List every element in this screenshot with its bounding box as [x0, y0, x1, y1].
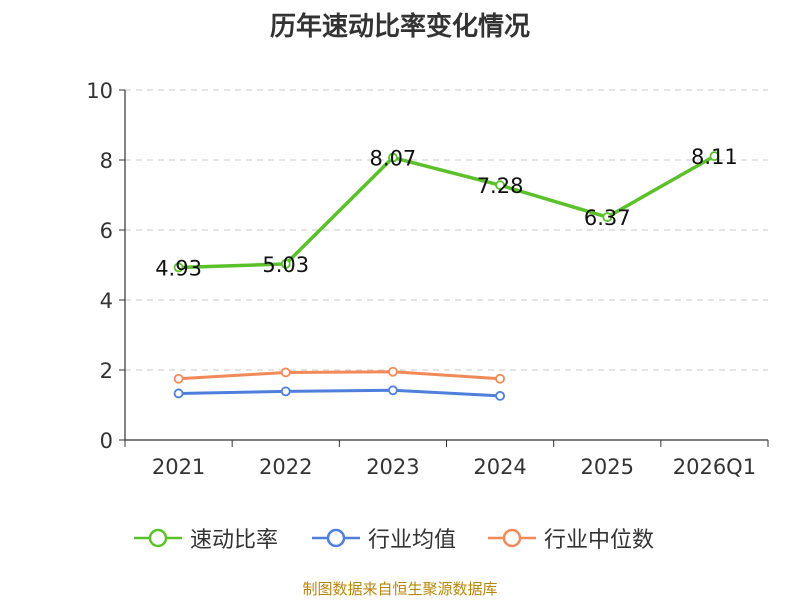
y-tick-label: 0	[100, 429, 113, 453]
x-tick-label: 2021	[152, 455, 205, 479]
data-label: 8.11	[691, 145, 738, 169]
series-line	[179, 390, 501, 396]
data-point	[282, 387, 290, 395]
legend-item-speed-ratio[interactable]: 速动比率	[134, 520, 278, 556]
y-tick-label: 2	[100, 359, 113, 383]
data-label: 4.93	[155, 256, 202, 280]
data-point	[175, 375, 183, 383]
x-tick-label: 2026Q1	[673, 455, 756, 479]
legend-line-icon	[488, 528, 536, 548]
series-line	[179, 156, 715, 267]
y-tick-label: 6	[100, 219, 113, 243]
legend-item-industry-average[interactable]: 行业均值	[312, 520, 456, 556]
data-point	[496, 375, 504, 383]
legend-item-industry-median[interactable]: 行业中位数	[488, 520, 654, 556]
data-point	[282, 368, 290, 376]
y-tick-label: 10	[86, 79, 113, 103]
y-tick-label: 8	[100, 149, 113, 173]
data-point	[496, 392, 504, 400]
x-tick-label: 2023	[366, 455, 419, 479]
legend-label: 速动比率	[190, 522, 278, 554]
legend-label: 行业中位数	[544, 522, 654, 554]
data-point	[389, 386, 397, 394]
legend-line-icon	[134, 528, 182, 548]
x-tick-label: 2024	[473, 455, 526, 479]
data-point	[175, 389, 183, 397]
chart-area: 0 2 4 6 8 10 2021 2022 2023 2024 2025 2026Q1 4.93 5.0…	[0, 0, 800, 600]
x-tick-label: 2025	[581, 455, 634, 479]
legend-line-icon	[312, 528, 360, 548]
legend-label: 行业均值	[368, 522, 456, 554]
data-point	[389, 368, 397, 376]
data-source-note: 制图数据来自恒生聚源数据库	[0, 578, 800, 599]
legend: 速动比率 行业均值 行业中位数	[0, 520, 800, 556]
data-label: 8.07	[370, 147, 417, 171]
series-line	[179, 372, 501, 379]
data-label: 6.37	[584, 206, 631, 230]
x-tick-label: 2022	[259, 455, 312, 479]
data-label: 7.28	[477, 174, 524, 198]
data-label: 5.03	[262, 253, 309, 277]
y-tick-label: 4	[100, 289, 113, 313]
